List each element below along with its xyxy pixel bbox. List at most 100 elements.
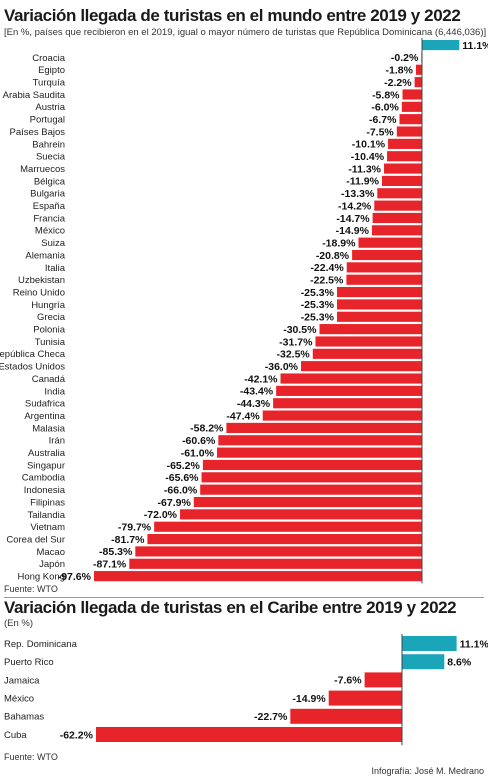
caribbean-bar-chart: Rep. Dominicana 11.1% Puerto Rico 8.6% Jamai… bbox=[4, 634, 488, 746]
caribbean-value-label: -14.9% bbox=[292, 693, 326, 705]
caribbean-chart-source: Fuente: WTO bbox=[4, 752, 58, 762]
world-value-label: -87.1% bbox=[93, 559, 127, 571]
world-value-label: -31.7% bbox=[279, 336, 313, 348]
world-value-label: -79.7% bbox=[118, 522, 152, 534]
world-value-label: -44.3% bbox=[237, 398, 271, 410]
world-category-label: Hong Kong bbox=[17, 572, 65, 583]
world-bar bbox=[315, 336, 422, 347]
world-category-label: Vietnam bbox=[30, 522, 65, 533]
world-bar bbox=[346, 274, 422, 285]
caribbean-chart-title: Variación llegada de turistas en el Cari… bbox=[4, 598, 457, 617]
world-category-label: Tunisia bbox=[35, 337, 66, 348]
world-category-label: Austria bbox=[35, 102, 65, 113]
world-value-label: -14.2% bbox=[338, 200, 372, 212]
world-category-label: Bélgica bbox=[34, 176, 66, 187]
world-bar bbox=[401, 101, 422, 112]
world-value-label: -61.0% bbox=[181, 447, 215, 459]
world-value-label: -22.5% bbox=[310, 275, 344, 287]
world-category-label: Polonia bbox=[33, 325, 65, 336]
world-value-label: -36.0% bbox=[265, 361, 299, 373]
world-bar bbox=[94, 571, 422, 582]
world-value-label: -5.8% bbox=[372, 89, 400, 101]
caribbean-bar bbox=[96, 727, 402, 742]
caribbean-value-label: 11.1% bbox=[460, 638, 488, 650]
world-bar bbox=[135, 546, 422, 557]
world-value-label: -60.6% bbox=[182, 435, 216, 447]
world-category-label: Marruecos bbox=[20, 164, 65, 175]
world-value-label: -42.1% bbox=[244, 373, 278, 385]
world-bar bbox=[372, 212, 422, 224]
world-value-label: -0.2% bbox=[391, 52, 419, 64]
world-bar bbox=[371, 225, 422, 236]
world-category-label: Australia bbox=[28, 448, 66, 459]
world-value-label: -10.4% bbox=[351, 151, 385, 163]
world-bar bbox=[388, 138, 422, 149]
world-bar bbox=[193, 496, 422, 508]
world-value-label: -43.4% bbox=[240, 386, 274, 398]
world-category-label: Corea del Sur bbox=[6, 534, 65, 545]
caribbean-value-label: 8.6% bbox=[447, 657, 472, 669]
world-bar bbox=[399, 114, 422, 125]
world-category-label: Italia bbox=[45, 263, 66, 274]
world-category-label: Tailandia bbox=[28, 510, 66, 521]
world-category-label: Francia bbox=[33, 213, 65, 224]
world-category-label: Uzbekistan bbox=[18, 275, 65, 286]
world-category-label: Sudafrica bbox=[25, 399, 66, 410]
world-value-label: -65.6% bbox=[165, 472, 199, 484]
world-chart-subtitle: [En %, países que recibieron en el 2019,… bbox=[4, 27, 487, 38]
world-category-label: Suecia bbox=[36, 152, 66, 163]
caribbean-category-label: Cuba bbox=[4, 730, 27, 741]
world-category-label: Portugal bbox=[30, 115, 65, 126]
world-value-label: -30.5% bbox=[283, 324, 317, 336]
world-bar bbox=[262, 410, 422, 421]
world-bar bbox=[218, 435, 422, 446]
world-category-label: Bulgaria bbox=[30, 189, 66, 200]
caribbean-category-label: Rep. Dominicana bbox=[4, 639, 78, 650]
world-bar bbox=[319, 324, 422, 335]
world-value-label: -25.3% bbox=[301, 299, 335, 311]
world-category-label: Estados Unidos bbox=[0, 362, 65, 373]
world-category-label: Arabia Saudita bbox=[3, 90, 66, 101]
world-value-label: -10.1% bbox=[352, 139, 386, 151]
world-value-label: -22.4% bbox=[310, 262, 344, 274]
world-category-label: Alemania bbox=[25, 250, 65, 261]
world-category-label: Malasia bbox=[32, 423, 65, 434]
world-bar bbox=[217, 447, 422, 458]
world-value-label: -58.2% bbox=[190, 423, 224, 435]
world-bar bbox=[301, 361, 422, 372]
world-bar bbox=[374, 200, 422, 211]
infographic-credit: Infografía: José M. Medrano bbox=[371, 766, 484, 776]
world-bar bbox=[147, 534, 422, 545]
world-value-label: 11.1% bbox=[462, 40, 488, 52]
world-bar bbox=[382, 175, 422, 186]
world-bar bbox=[358, 237, 422, 248]
world-value-label: -67.9% bbox=[158, 497, 192, 509]
world-value-label: -18.9% bbox=[322, 237, 356, 249]
world-category-label: Egipto bbox=[38, 65, 65, 76]
section-divider bbox=[4, 597, 484, 598]
world-bar bbox=[276, 385, 422, 396]
world-value-label: -6.0% bbox=[371, 102, 399, 114]
world-value-label: -66.0% bbox=[164, 484, 198, 496]
world-bar bbox=[202, 459, 422, 471]
world-category-label: Singapur bbox=[27, 460, 65, 471]
world-category-label: Indonesia bbox=[24, 485, 66, 496]
world-value-label: -1.8% bbox=[386, 65, 414, 77]
world-chart-title: Variación llegada de turistas en el mund… bbox=[4, 6, 461, 25]
world-value-label: -65.2% bbox=[167, 460, 201, 472]
caribbean-category-label: Jamaica bbox=[4, 675, 40, 686]
caribbean-bar bbox=[290, 708, 402, 724]
caribbean-chart-subtitle: (En %) bbox=[4, 618, 34, 629]
world-category-label: Macao bbox=[36, 547, 65, 558]
world-bar bbox=[377, 188, 422, 199]
world-category-label: India bbox=[44, 386, 65, 397]
world-value-label: -13.3% bbox=[341, 188, 375, 200]
world-bar bbox=[336, 287, 422, 298]
world-value-label: -81.7% bbox=[111, 534, 145, 546]
world-value-label: -7.5% bbox=[366, 126, 394, 138]
caribbean-category-label: México bbox=[4, 694, 34, 705]
world-category-label: Turquía bbox=[33, 78, 66, 89]
caribbean-value-label: -22.7% bbox=[254, 711, 288, 723]
world-category-label: Irán bbox=[49, 436, 65, 447]
world-value-label: -14.7% bbox=[336, 213, 370, 225]
